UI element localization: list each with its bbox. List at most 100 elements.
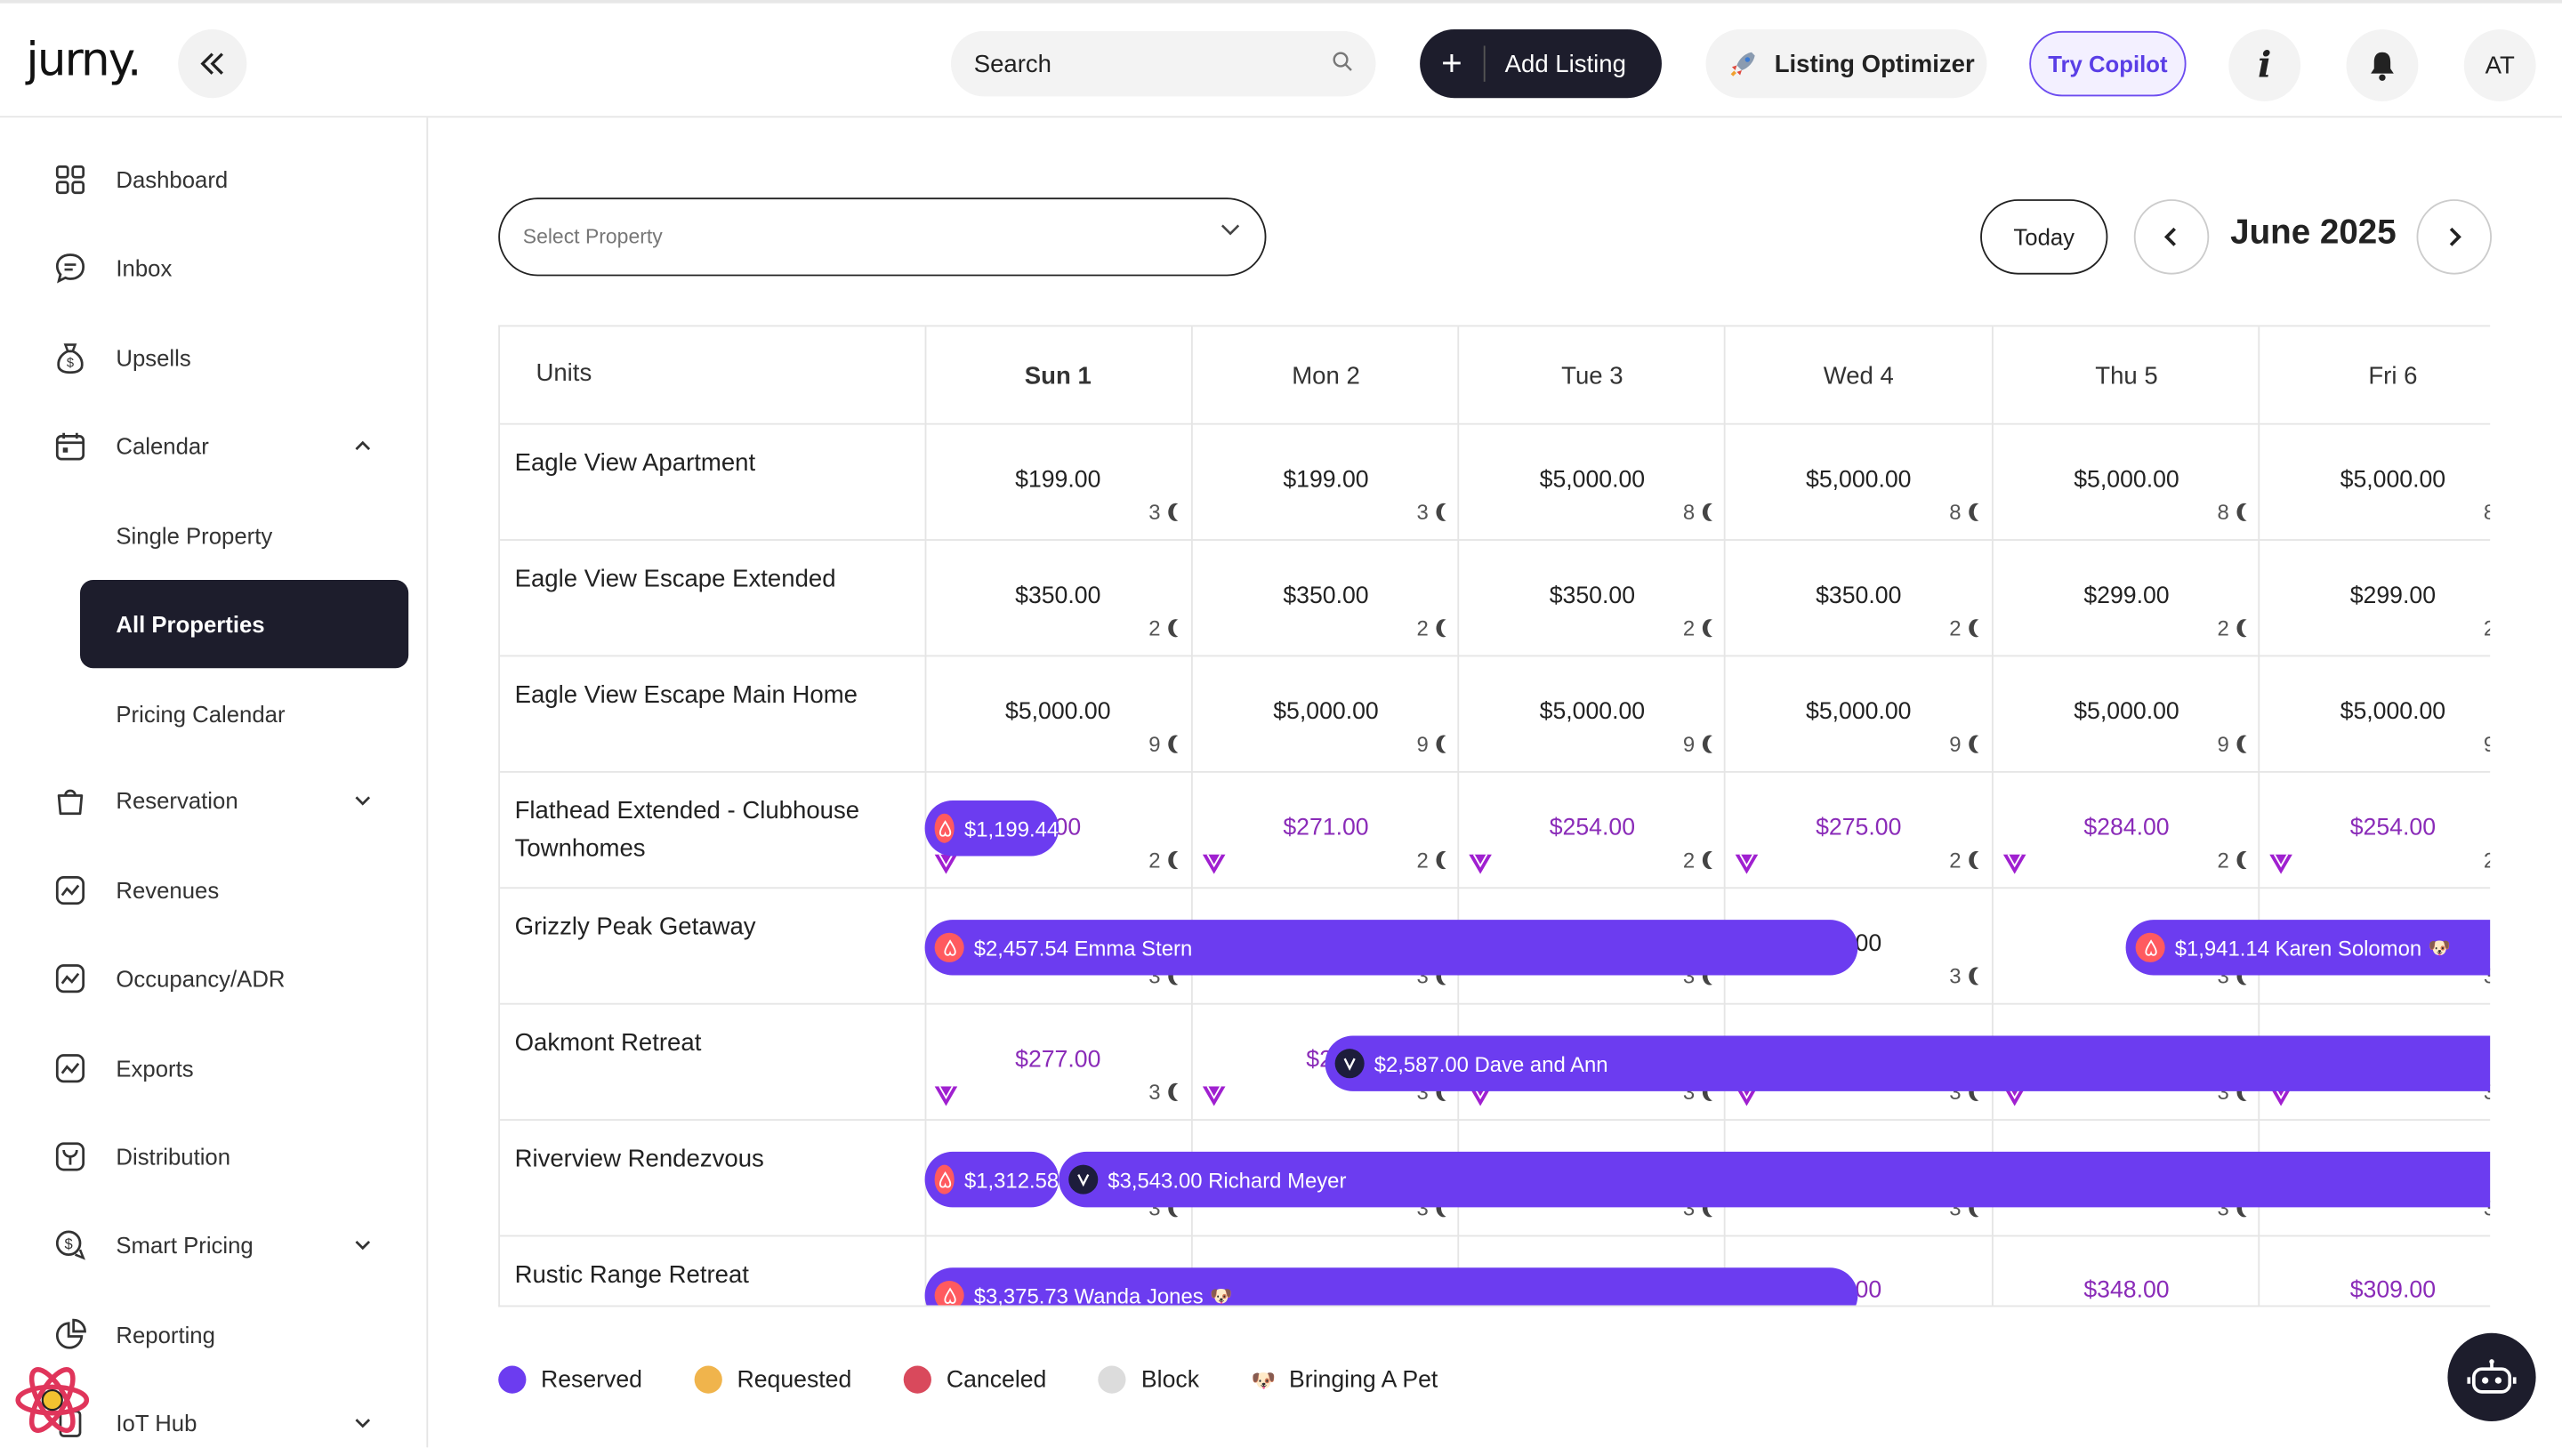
day-header[interactable]: Sun 1 bbox=[1024, 361, 1092, 390]
day-price[interactable]: $309.00 bbox=[2349, 1277, 2437, 1304]
day-price[interactable]: $5,000.00 bbox=[1806, 467, 1912, 494]
day-header[interactable]: Mon 2 bbox=[1292, 361, 1360, 390]
next-month-button[interactable] bbox=[2416, 199, 2493, 275]
day-price[interactable]: $277.00 bbox=[1015, 1047, 1101, 1074]
day-header[interactable]: Tue 3 bbox=[1561, 361, 1623, 390]
unit-name[interactable]: Eagle View Escape Extended bbox=[514, 565, 836, 593]
info-button[interactable]: i bbox=[2228, 29, 2301, 101]
sidebar-item-dashboard[interactable]: Dashboard bbox=[0, 147, 428, 212]
day-price[interactable]: $5,000.00 bbox=[2340, 467, 2446, 494]
reservation-bar[interactable]: $1,312.58 bbox=[924, 1151, 1059, 1208]
day-price[interactable]: $284.00 bbox=[2083, 815, 2170, 841]
sidebar-subitem-single-property[interactable]: Single Property bbox=[116, 522, 273, 550]
min-nights: 2 bbox=[1416, 848, 1451, 873]
legend-canceled: Canceled bbox=[904, 1365, 1046, 1394]
double-chevron-left-icon bbox=[200, 52, 223, 75]
unit-name[interactable]: Flathead Extended - Clubhouse Townhomes bbox=[514, 797, 860, 863]
unit-name[interactable]: Grizzly Peak Getaway bbox=[514, 913, 756, 941]
jurny-logo[interactable]: jurny. bbox=[26, 32, 141, 87]
sidebar-subitem-pricing-calendar[interactable]: Pricing Calendar bbox=[116, 700, 286, 728]
day-price[interactable]: $5,000.00 bbox=[1273, 699, 1379, 726]
moon-icon bbox=[1441, 503, 1456, 521]
unit-name[interactable]: Eagle View Escape Main Home bbox=[514, 680, 858, 710]
moon-icon bbox=[1974, 503, 1989, 521]
select-property-dropdown[interactable]: Select Property bbox=[498, 197, 1267, 277]
react-devtools-icon[interactable] bbox=[13, 1363, 92, 1437]
reservation-bar[interactable]: $3,543.00 Richard Meyer bbox=[1059, 1151, 2491, 1208]
reservation-bar[interactable]: $2,457.54 Emma Stern bbox=[924, 920, 1858, 976]
unit-name[interactable]: Oakmont Retreat bbox=[514, 1029, 702, 1058]
min-nights: 2 bbox=[1683, 848, 1718, 873]
day-header[interactable]: Wed 4 bbox=[1823, 361, 1894, 390]
channel-marker-icon bbox=[1202, 1086, 1226, 1106]
sidebar-item-exports[interactable]: Exports bbox=[0, 1035, 428, 1100]
min-nights-value: 2 bbox=[1148, 848, 1161, 873]
day-price[interactable]: $254.00 bbox=[1549, 815, 1636, 841]
day-price[interactable]: $199.00 bbox=[1015, 467, 1101, 494]
sidebar-item-upsells[interactable]: $ Upsells bbox=[0, 326, 428, 390]
day-price[interactable]: $299.00 bbox=[2349, 583, 2437, 610]
sidebar-item-calendar[interactable]: Calendar bbox=[0, 414, 428, 479]
day-price[interactable]: $350.00 bbox=[1816, 583, 1902, 610]
min-nights-value: 2 bbox=[1949, 615, 1962, 640]
day-price[interactable]: $348.00 bbox=[2083, 1277, 2170, 1304]
reservation-bar[interactable]: $1,199.44 bbox=[924, 800, 1059, 857]
day-price[interactable]: $5,000.00 bbox=[2340, 699, 2446, 726]
day-price[interactable]: $275.00 bbox=[1816, 815, 1902, 841]
day-price[interactable]: $5,000.00 bbox=[2074, 467, 2179, 494]
min-nights: 3 bbox=[2484, 1080, 2490, 1129]
search-input[interactable] bbox=[950, 30, 1311, 97]
search-box[interactable] bbox=[950, 30, 1376, 97]
day-price[interactable]: $5,000.00 bbox=[1806, 699, 1912, 726]
min-nights: 9 bbox=[1683, 732, 1718, 757]
add-listing-button[interactable]: + Add Listing bbox=[1420, 29, 1662, 99]
plus-icon: + bbox=[1420, 45, 1486, 82]
day-price[interactable]: $199.00 bbox=[1283, 467, 1369, 494]
reservation-label: $1,312.58 bbox=[963, 1167, 1059, 1192]
day-header[interactable]: Thu 5 bbox=[2095, 361, 2158, 390]
moon-icon bbox=[1173, 1083, 1188, 1101]
min-nights: 8 bbox=[2484, 500, 2490, 549]
sidebar-item-reservation[interactable]: Reservation bbox=[0, 768, 428, 833]
reservation-bar[interactable]: $3,375.73 Wanda Jones 🐶 bbox=[924, 1267, 1858, 1306]
unit-name[interactable]: Riverview Rendezvous bbox=[514, 1145, 764, 1173]
day-price[interactable]: $254.00 bbox=[2349, 815, 2437, 841]
notifications-button[interactable] bbox=[2346, 29, 2419, 101]
search-icon[interactable] bbox=[1332, 51, 1353, 72]
day-price[interactable]: $5,000.00 bbox=[1539, 699, 1646, 726]
try-copilot-button[interactable]: Try Copilot bbox=[2029, 30, 2187, 97]
sidebar-subitem-all-properties[interactable]: All Properties bbox=[79, 580, 409, 669]
sidebar-item-distribution[interactable]: Distribution bbox=[0, 1124, 428, 1189]
chatbot-button[interactable] bbox=[2447, 1332, 2536, 1421]
today-button[interactable]: Today bbox=[1980, 199, 2108, 275]
sidebar-item-smart-pricing[interactable]: $ Smart Pricing bbox=[0, 1212, 428, 1277]
min-nights: 2 bbox=[1949, 848, 1984, 873]
min-nights-value: 2 bbox=[2484, 848, 2490, 873]
day-header[interactable]: Fri 6 bbox=[2368, 361, 2418, 390]
legend: Reserved Requested Canceled Block 🐶 Bring… bbox=[498, 1365, 1490, 1394]
unit-name[interactable]: Rustic Range Retreat bbox=[514, 1260, 749, 1290]
column-divider bbox=[1723, 326, 1726, 1306]
listing-optimizer-button[interactable]: Listing Optimizer bbox=[1705, 29, 1987, 99]
previous-month-button[interactable] bbox=[2133, 199, 2210, 275]
day-price[interactable]: $299.00 bbox=[2083, 583, 2170, 610]
sidebar-item-occupancy[interactable]: Occupancy/ADR bbox=[0, 945, 428, 1010]
day-price[interactable]: $350.00 bbox=[1015, 583, 1101, 610]
dog-icon: 🐶 bbox=[1251, 1368, 1277, 1391]
day-price[interactable]: $5,000.00 bbox=[1005, 699, 1111, 726]
reservation-bar[interactable]: $2,587.00 Dave and Ann bbox=[1325, 1035, 2491, 1091]
unit-name[interactable]: Eagle View Apartment bbox=[514, 449, 756, 478]
sidebar-item-inbox[interactable]: Inbox bbox=[0, 235, 428, 300]
day-price[interactable]: $5,000.00 bbox=[1539, 467, 1646, 494]
sidebar-item-revenues[interactable]: Revenues bbox=[0, 857, 428, 922]
day-price[interactable]: $271.00 bbox=[1283, 815, 1369, 841]
day-price[interactable]: $5,000.00 bbox=[2074, 699, 2179, 726]
sidebar-item-label: Occupancy/ADR bbox=[116, 965, 286, 992]
user-avatar[interactable]: AT bbox=[2463, 29, 2536, 101]
reservation-bar[interactable]: $1,941.14 Karen Solomon 🐶 bbox=[2125, 920, 2491, 976]
sidebar-item-reporting[interactable]: Reporting bbox=[0, 1302, 428, 1367]
day-price[interactable]: $350.00 bbox=[1283, 583, 1369, 610]
sidebar-item-iot-hub[interactable]: IoT Hub bbox=[0, 1390, 428, 1455]
collapse-sidebar-button[interactable] bbox=[178, 29, 247, 99]
day-price[interactable]: $350.00 bbox=[1549, 583, 1636, 610]
